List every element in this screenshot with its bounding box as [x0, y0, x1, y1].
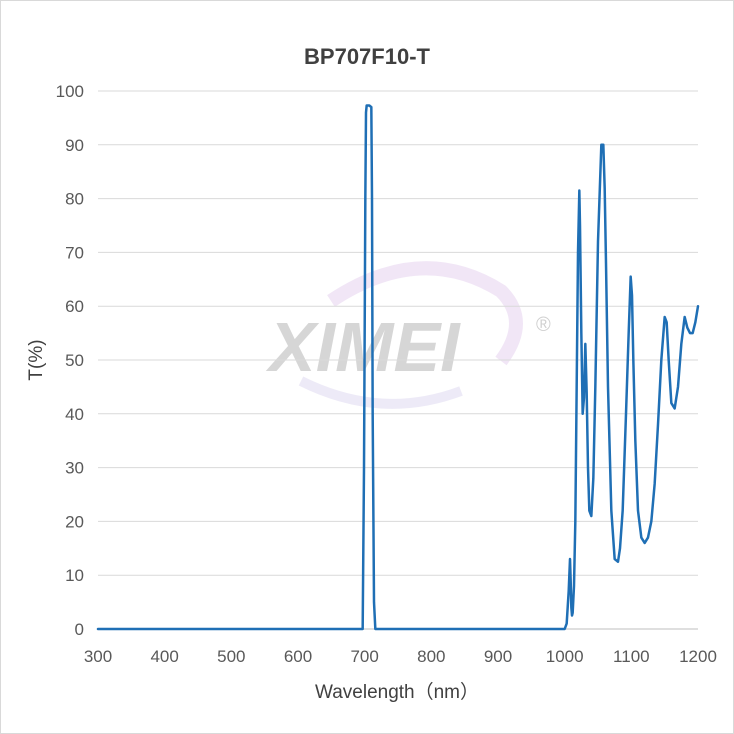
y-tick-label-50: 50 — [65, 351, 84, 370]
transmission-series-line — [96, 104, 700, 631]
y-tick-label-10: 10 — [65, 566, 84, 585]
x-tick-label-600: 600 — [284, 647, 312, 666]
watermark-swoosh-icon — [327, 261, 523, 366]
watermark-text: XIMEI — [265, 308, 461, 386]
y-axis-label: T(%) — [26, 339, 47, 380]
grid-layer — [98, 90, 698, 576]
x-tick-label-1200: 1200 — [679, 647, 717, 666]
y-tick-label-40: 40 — [65, 405, 84, 424]
y-tick-label-30: 30 — [65, 459, 84, 478]
y-tick-label-90: 90 — [65, 136, 84, 155]
x-axis-label: Wavelength（nm） — [315, 681, 479, 703]
y-tick-label-20: 20 — [65, 512, 84, 531]
x-tick-label-700: 700 — [350, 647, 378, 666]
y-tick-label-60: 60 — [65, 297, 84, 316]
y-tick-label-70: 70 — [65, 243, 84, 262]
watermark-swoosh-inner-icon — [298, 376, 463, 409]
series-layer — [96, 104, 700, 631]
chart-title: BP707F10-T — [304, 44, 431, 69]
x-tick-label-300: 300 — [84, 647, 112, 666]
y-tick-label-100: 100 — [56, 82, 84, 101]
x-tick-label-800: 800 — [417, 647, 445, 666]
y-tick-label-80: 80 — [65, 190, 84, 209]
x-tick-label-900: 900 — [484, 647, 512, 666]
x-tick-label-1000: 1000 — [546, 647, 584, 666]
y-tick-label-0: 0 — [75, 620, 84, 639]
x-tick-label-400: 400 — [150, 647, 178, 666]
x-tick-label-1100: 1100 — [613, 647, 650, 666]
watermark-registered-icon: ® — [536, 314, 551, 336]
axis-layer: 0 10 20 30 40 50 60 70 80 90 100 300 400 500 600 700 800… — [56, 82, 717, 666]
ximei-watermark: XIMEI ® — [265, 261, 551, 409]
x-tick-label-500: 500 — [217, 647, 245, 666]
